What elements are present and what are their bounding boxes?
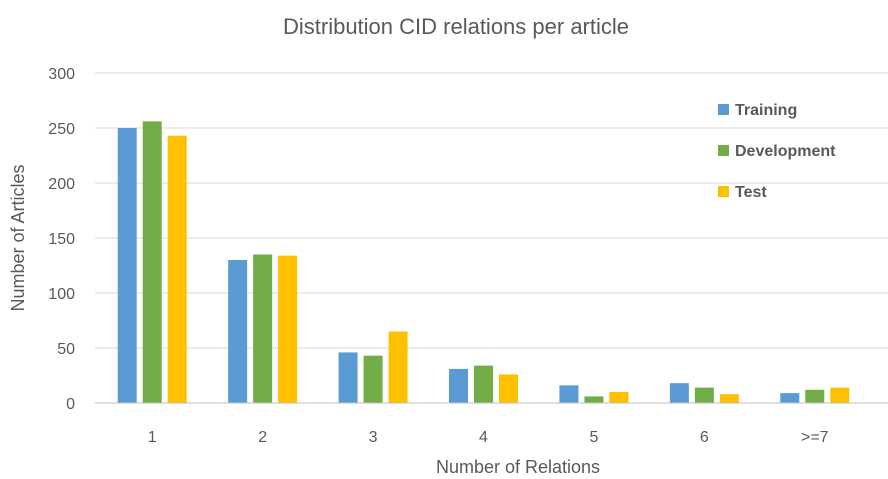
bar-test-4 [609, 392, 629, 403]
x-tick-label: >=7 [801, 429, 829, 446]
bar-development-5 [694, 387, 714, 403]
x-tick-label: 4 [479, 429, 488, 446]
y-tick-label: 200 [48, 176, 75, 193]
bars [117, 121, 850, 404]
x-tick-label: 1 [148, 429, 157, 446]
bar-test-2 [388, 331, 408, 403]
y-tick-label: 0 [66, 396, 75, 413]
legend-swatch-training [718, 104, 729, 115]
y-tick-label: 150 [48, 231, 75, 248]
grid-lines [95, 72, 888, 349]
y-tick-label: 250 [48, 121, 75, 138]
legend: Training Development Test [718, 102, 836, 201]
bar-development-4 [584, 396, 604, 403]
y-axis-ticks: 0 50 100 150 200 250 300 [48, 66, 75, 413]
x-axis-label: Number of Relations [436, 457, 600, 477]
bar-training-6 [780, 393, 800, 403]
x-tick-label: 2 [258, 429, 267, 446]
bar-development-6 [805, 389, 825, 403]
bar-training-1 [228, 260, 248, 403]
x-axis-ticks: 1 2 3 4 5 6 >=7 [148, 429, 829, 446]
bar-training-5 [669, 383, 689, 403]
legend-label-test: Test [735, 184, 767, 201]
bar-development-3 [474, 365, 493, 403]
bar-test-0 [167, 135, 187, 403]
legend-label-training: Training [735, 102, 797, 119]
legend-label-development: Development [735, 143, 836, 160]
x-tick-label: 5 [589, 429, 598, 446]
legend-swatch-development [718, 145, 729, 156]
bar-development-1 [253, 254, 273, 403]
bar-development-2 [363, 355, 383, 403]
bar-training-3 [449, 368, 468, 403]
x-tick-label: 3 [369, 429, 378, 446]
bar-training-0 [117, 128, 137, 403]
legend-swatch-test [718, 186, 729, 197]
bar-test-5 [719, 394, 739, 403]
x-tick-label: 6 [700, 429, 709, 446]
bar-training-2 [338, 352, 358, 403]
chart-title: Distribution CID relations per article [283, 14, 629, 39]
y-tick-label: 50 [57, 341, 75, 358]
bar-test-3 [499, 374, 518, 403]
bar-test-1 [278, 255, 298, 403]
bar-test-6 [830, 387, 850, 403]
y-tick-label: 100 [48, 286, 75, 303]
bar-development-0 [142, 121, 162, 404]
y-axis-label: Number of Articles [8, 164, 28, 311]
y-tick-label: 300 [48, 66, 75, 83]
bar-training-4 [559, 385, 579, 403]
